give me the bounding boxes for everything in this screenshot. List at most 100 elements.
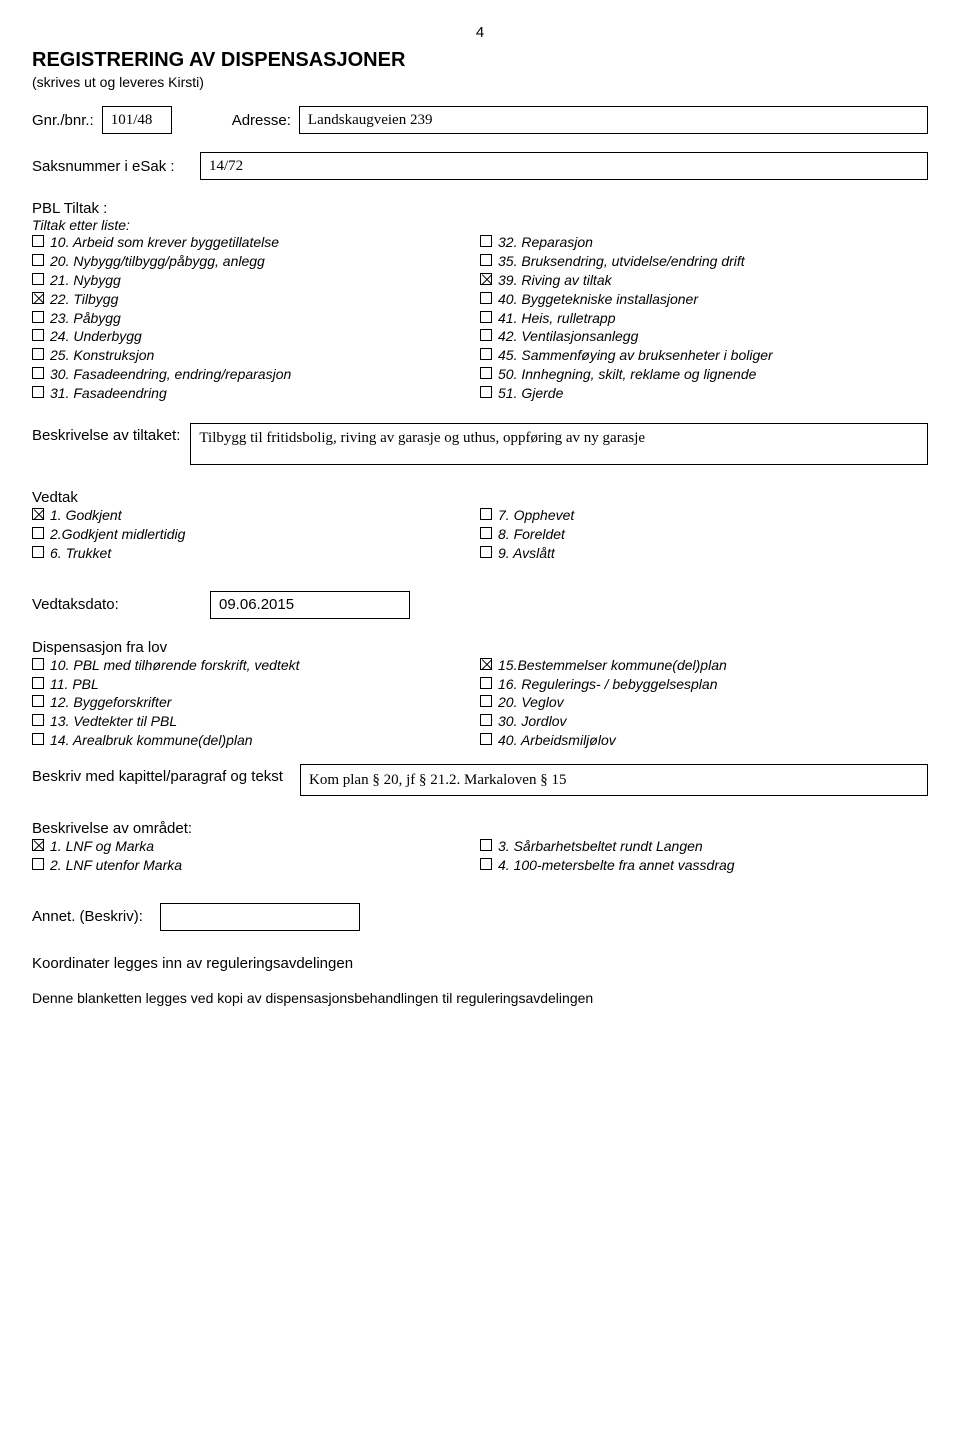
- saksnummer-label: Saksnummer i eSak :: [32, 158, 192, 175]
- check-item: 3. Sårbarhetsbeltet rundt Langen: [480, 837, 928, 856]
- checkbox[interactable]: [480, 733, 492, 745]
- checkbox[interactable]: [32, 839, 44, 851]
- check-label: 39. Riving av tiltak: [498, 271, 612, 290]
- check-item: 30. Jordlov: [480, 712, 928, 731]
- check-item: 23. Påbygg: [32, 309, 480, 328]
- annet-value: [160, 903, 360, 931]
- check-label: 6. Trukket: [50, 544, 111, 563]
- check-label: 25. Konstruksjon: [50, 346, 154, 365]
- omradet-title: Beskrivelse av området:: [32, 820, 928, 837]
- check-label: 3. Sårbarhetsbeltet rundt Langen: [498, 837, 703, 856]
- checkbox[interactable]: [32, 695, 44, 707]
- beskrivelse-tiltak-row: Beskrivelse av tiltaket: Tilbygg til fri…: [32, 423, 928, 465]
- checkbox[interactable]: [480, 714, 492, 726]
- vedtak-list: 1. Godkjent2.Godkjent midlertidig6. Truk…: [32, 506, 928, 563]
- page-number: 4: [32, 24, 928, 41]
- checkbox[interactable]: [32, 658, 44, 670]
- check-label: 22. Tilbygg: [50, 290, 118, 309]
- check-label: 42. Ventilasjonsanlegg: [498, 327, 638, 346]
- check-label: 20. Veglov: [498, 693, 564, 712]
- check-item: 42. Ventilasjonsanlegg: [480, 327, 928, 346]
- page-subtitle: (skrives ut og leveres Kirsti): [32, 74, 928, 90]
- checkbox[interactable]: [32, 254, 44, 266]
- gnr-label: Gnr./bnr.:: [32, 112, 94, 129]
- check-item: 9. Avslått: [480, 544, 928, 563]
- check-label: 9. Avslått: [498, 544, 555, 563]
- pbl-subtitle: Tiltak etter liste:: [32, 217, 928, 233]
- checkbox[interactable]: [480, 273, 492, 285]
- checkbox[interactable]: [480, 235, 492, 247]
- checkbox[interactable]: [480, 386, 492, 398]
- checkbox[interactable]: [480, 527, 492, 539]
- check-label: 14. Arealbruk kommune(del)plan: [50, 731, 253, 750]
- checkbox[interactable]: [480, 508, 492, 520]
- check-item: 40. Byggetekniske installasjoner: [480, 290, 928, 309]
- checkbox[interactable]: [32, 235, 44, 247]
- checkbox[interactable]: [480, 839, 492, 851]
- check-label: 2.Godkjent midlertidig: [50, 525, 185, 544]
- kapittel-row: Beskriv med kapittel/paragraf og tekst K…: [32, 764, 928, 796]
- checkbox[interactable]: [32, 311, 44, 323]
- checkbox[interactable]: [32, 292, 44, 304]
- check-label: 24. Underbygg: [50, 327, 142, 346]
- check-item: 20. Veglov: [480, 693, 928, 712]
- check-item: 24. Underbygg: [32, 327, 480, 346]
- checkbox[interactable]: [480, 367, 492, 379]
- check-item: 1. LNF og Marka: [32, 837, 480, 856]
- checkbox[interactable]: [32, 527, 44, 539]
- checkbox[interactable]: [32, 858, 44, 870]
- check-item: 2. LNF utenfor Marka: [32, 856, 480, 875]
- checkbox[interactable]: [480, 677, 492, 689]
- check-label: 16. Regulerings- / bebyggelsesplan: [498, 675, 717, 694]
- check-item: 21. Nybygg: [32, 271, 480, 290]
- check-item: 6. Trukket: [32, 544, 480, 563]
- vedtaksdato-row: Vedtaksdato: 09.06.2015: [32, 591, 928, 619]
- checkbox[interactable]: [32, 733, 44, 745]
- check-label: 11. PBL: [50, 675, 99, 694]
- checkbox[interactable]: [480, 695, 492, 707]
- checkbox[interactable]: [480, 311, 492, 323]
- saksnummer-row: Saksnummer i eSak : 14/72: [32, 152, 928, 180]
- check-item: 2.Godkjent midlertidig: [32, 525, 480, 544]
- checkbox[interactable]: [480, 546, 492, 558]
- check-item: 14. Arealbruk kommune(del)plan: [32, 731, 480, 750]
- gnr-value: 101/48: [102, 106, 172, 134]
- check-label: 32. Reparasjon: [498, 233, 593, 252]
- saksnummer-value: 14/72: [200, 152, 928, 180]
- beskrivelse-tiltak-label: Beskrivelse av tiltaket:: [32, 423, 180, 444]
- checkbox[interactable]: [32, 273, 44, 285]
- checkbox[interactable]: [480, 348, 492, 360]
- check-label: 30. Fasadeendring, endring/reparasjon: [50, 365, 291, 384]
- checkbox[interactable]: [480, 254, 492, 266]
- checkbox[interactable]: [32, 367, 44, 379]
- check-label: 10. Arbeid som krever byggetillatelse: [50, 233, 279, 252]
- check-item: 13. Vedtekter til PBL: [32, 712, 480, 731]
- checkbox[interactable]: [32, 508, 44, 520]
- checkbox[interactable]: [32, 329, 44, 341]
- checkbox[interactable]: [480, 658, 492, 670]
- checkbox[interactable]: [480, 858, 492, 870]
- pbl-title: PBL Tiltak :: [32, 200, 928, 217]
- check-label: 12. Byggeforskrifter: [50, 693, 171, 712]
- checkbox[interactable]: [32, 348, 44, 360]
- checkbox[interactable]: [32, 386, 44, 398]
- checkbox[interactable]: [32, 714, 44, 726]
- address-value: Landskaugveien 239: [299, 106, 928, 134]
- checkbox[interactable]: [480, 329, 492, 341]
- check-label: 2. LNF utenfor Marka: [50, 856, 182, 875]
- check-item: 15.Bestemmelser kommune(del)plan: [480, 656, 928, 675]
- check-label: 1. Godkjent: [50, 506, 122, 525]
- check-item: 1. Godkjent: [32, 506, 480, 525]
- check-item: 25. Konstruksjon: [32, 346, 480, 365]
- pbl-list: 10. Arbeid som krever byggetillatelse20.…: [32, 233, 928, 403]
- checkbox[interactable]: [32, 677, 44, 689]
- check-label: 23. Påbygg: [50, 309, 121, 328]
- check-label: 15.Bestemmelser kommune(del)plan: [498, 656, 727, 675]
- check-label: 4. 100-metersbelte fra annet vassdrag: [498, 856, 735, 875]
- check-item: 7. Opphevet: [480, 506, 928, 525]
- checkbox[interactable]: [32, 546, 44, 558]
- checkbox[interactable]: [480, 292, 492, 304]
- check-item: 20. Nybygg/tilbygg/påbygg, anlegg: [32, 252, 480, 271]
- check-item: 12. Byggeforskrifter: [32, 693, 480, 712]
- kapittel-label: Beskriv med kapittel/paragraf og tekst: [32, 764, 292, 785]
